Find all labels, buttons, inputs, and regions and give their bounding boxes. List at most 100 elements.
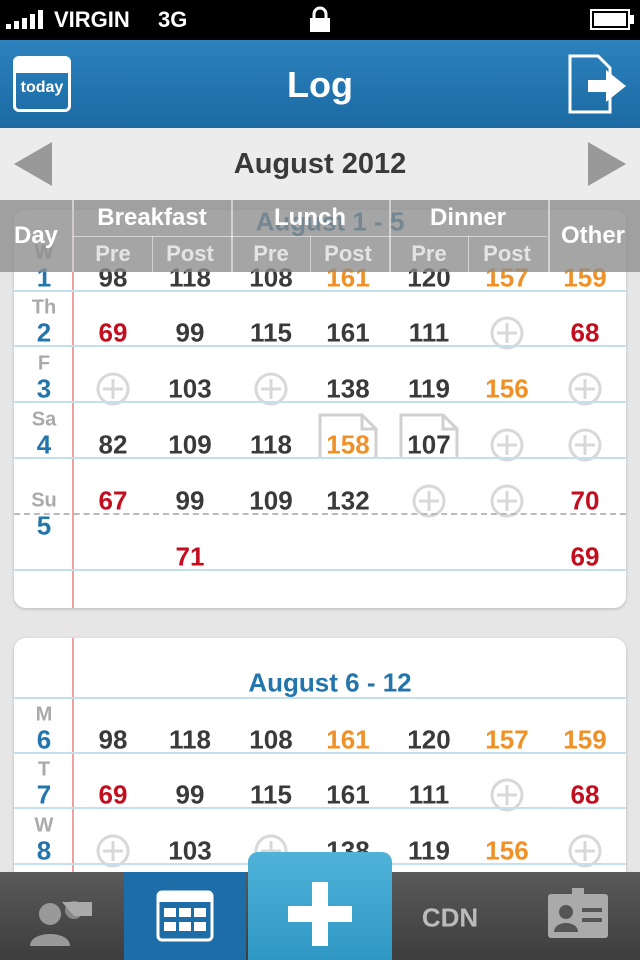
add-entry[interactable] (490, 778, 524, 812)
divider (310, 236, 311, 272)
glucose-value: 109 (249, 485, 293, 516)
glucose-value: 115 (250, 779, 292, 810)
glucose-value: 71 (175, 541, 205, 572)
rule-line (14, 345, 626, 347)
glucose-value: 120 (407, 724, 451, 755)
day-number: 3 (36, 373, 52, 404)
day-number: 7 (36, 779, 52, 810)
column-group: Lunch (274, 204, 346, 231)
day-number: 2 (36, 317, 52, 348)
glucose-value: 70 (570, 485, 600, 516)
tab-log[interactable] (124, 872, 246, 960)
column-sub: Pre (95, 241, 131, 266)
glucose-value: 156 (485, 835, 529, 866)
lock-icon (310, 6, 330, 32)
glucose-value: 69 (98, 317, 128, 348)
glucose-value: 159 (563, 724, 607, 755)
glucose-value: 107 (407, 429, 451, 460)
cdn-label: CDN (421, 902, 479, 933)
add-entry[interactable] (490, 316, 524, 350)
nav-bar: today Log (0, 40, 640, 128)
weekday: M (35, 703, 53, 726)
glucose-value: 82 (98, 429, 128, 460)
add-entry[interactable] (96, 372, 130, 406)
glucose-value: 111 (408, 779, 450, 810)
glucose-value: 161 (326, 317, 370, 348)
column-sub: Post (166, 241, 214, 266)
glucose-value: 108 (249, 724, 293, 755)
rule-line (14, 513, 626, 515)
glucose-value: 111 (408, 317, 450, 348)
glucose-value: 118 (169, 724, 211, 755)
tab-cdn[interactable]: CDN (392, 872, 516, 960)
note-icon (318, 413, 378, 459)
weekday: Th (31, 296, 57, 319)
status-bar: VIRGIN 3G (0, 0, 640, 40)
export-button[interactable] (566, 54, 630, 114)
glucose-value: 119 (408, 835, 450, 866)
column-other: Other (560, 222, 626, 249)
add-entry[interactable] (96, 834, 130, 868)
day-number: 6 (36, 724, 52, 755)
add-entry[interactable] (412, 484, 446, 518)
add-entry[interactable] (568, 428, 602, 462)
divider (548, 200, 550, 272)
divider (389, 200, 391, 272)
day-number: 5 (36, 510, 52, 541)
glucose-value: 99 (175, 779, 205, 810)
glucose-value: 118 (250, 429, 292, 460)
month-title: August 2012 (233, 148, 407, 180)
rule-line (14, 290, 626, 292)
add-entry[interactable] (568, 372, 602, 406)
day-number: 4 (36, 429, 52, 460)
column-day: Day (13, 222, 59, 249)
prev-month[interactable] (14, 142, 54, 186)
glucose-value: 67 (98, 485, 128, 516)
weekday: F (37, 352, 51, 375)
glucose-value: 156 (485, 373, 529, 404)
weekday: Su (31, 489, 57, 512)
glucose-value: 161 (326, 779, 370, 810)
glucose-value: 103 (168, 373, 212, 404)
glucose-value: 69 (98, 779, 128, 810)
column-sub: Post (483, 241, 531, 266)
column-sub: Pre (411, 241, 447, 266)
add-entry[interactable] (254, 372, 288, 406)
tab-profile[interactable] (516, 872, 640, 960)
day-number: 8 (36, 835, 52, 866)
glucose-value: 109 (168, 429, 212, 460)
title: Log (287, 64, 353, 105)
weekday: W (34, 814, 54, 837)
rule-line (14, 457, 626, 459)
calendar-top (16, 59, 68, 73)
week-title: August 6 - 12 (248, 667, 412, 698)
add-entry[interactable] (568, 834, 602, 868)
column-group: Dinner (429, 204, 507, 231)
divider (152, 236, 153, 272)
today-button[interactable]: today (13, 56, 71, 112)
glucose-value: 157 (485, 724, 529, 755)
tab-community[interactable] (0, 872, 124, 960)
divider (468, 236, 469, 272)
divider (231, 200, 233, 272)
glucose-value: 103 (168, 835, 212, 866)
rule-line (14, 752, 626, 754)
rule-line (14, 401, 626, 403)
column-header: Day Other Breakfast Pre Post Lunch Pre Post Dinn… (0, 200, 640, 272)
note-icon (399, 413, 459, 459)
add-button[interactable] (248, 852, 392, 960)
week-card (14, 210, 626, 608)
add-entry[interactable] (490, 484, 524, 518)
margin-line (72, 210, 74, 608)
margin-line (72, 638, 74, 960)
add-entry[interactable] (490, 428, 524, 462)
weekday: Sa (31, 408, 57, 431)
column-group: Breakfast (97, 204, 207, 231)
glucose-value: 68 (570, 317, 600, 348)
glucose-value: 99 (175, 317, 205, 348)
glucose-value: 98 (98, 724, 128, 755)
signal-icon (6, 10, 43, 29)
next-month[interactable] (588, 142, 628, 186)
month-nav: August 2012 (0, 128, 640, 200)
glucose-value: 69 (570, 541, 600, 572)
